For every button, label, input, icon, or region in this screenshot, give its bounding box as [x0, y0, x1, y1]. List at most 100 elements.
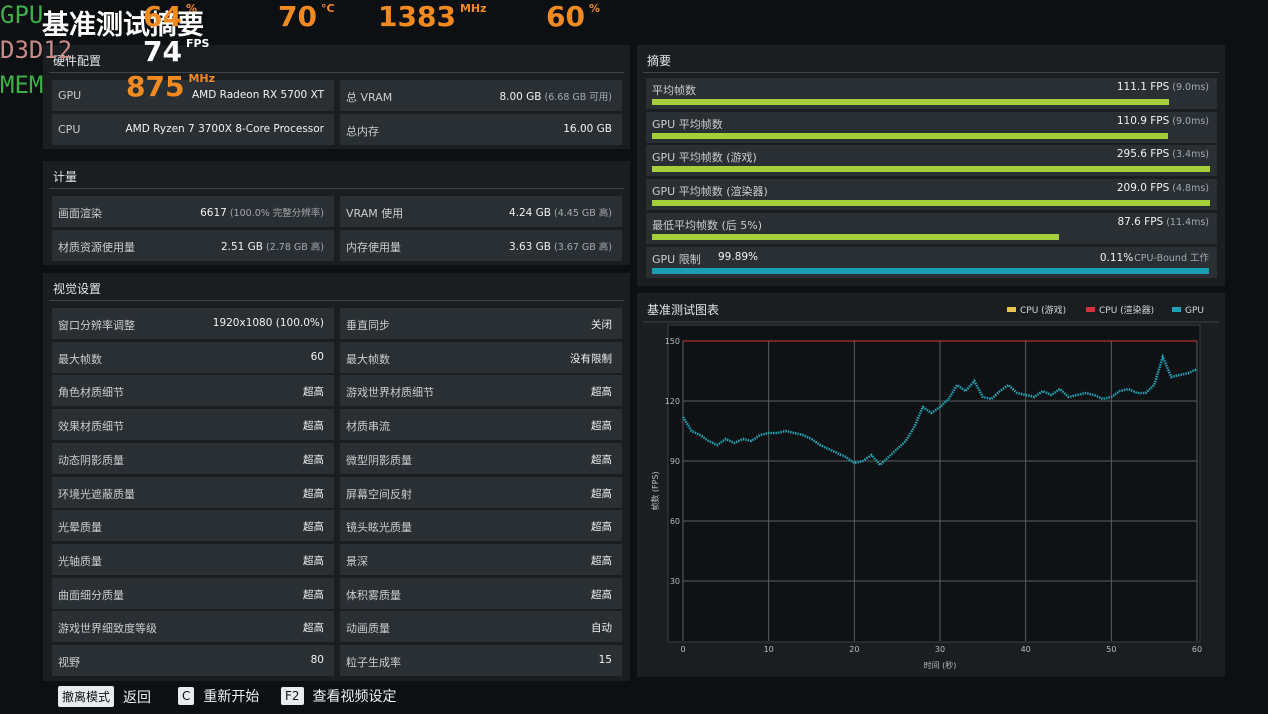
value-text: 超高: [303, 554, 324, 567]
value-text: 87.6 FPS: [1117, 215, 1164, 228]
footer-action[interactable]: 撤离模式 返回: [58, 686, 151, 707]
legend-swatch: [1086, 307, 1095, 312]
value-text: 关闭: [591, 319, 612, 331]
chart: 基准测试图表 30 60 90 120 150 0 10 20 30 40 50 60 时间 (秒) 帧数 …: [643, 302, 1219, 670]
setting-label: 镜头眩光质量: [346, 521, 412, 535]
setting-value: 80: [311, 654, 324, 666]
setting-label: 视野: [58, 656, 80, 669]
setting-label: 曲面细分质量: [58, 588, 124, 602]
setting-row: 环境光遮蔽质量 超高: [52, 476, 334, 508]
osd-item: 875 MHz: [126, 70, 215, 104]
value-note: (9.0ms): [1172, 82, 1209, 93]
y-tick-label: 30: [670, 577, 680, 586]
setting-row: 最大帧数 60: [52, 341, 334, 373]
osd-label: D3D12: [0, 36, 73, 64]
osd-value: 70: [278, 0, 317, 33]
osd-item: 74 FPS: [143, 35, 209, 69]
x-tick-label: 60: [1192, 645, 1202, 654]
setting-row: 曲面细分质量 超高: [52, 577, 334, 609]
osd-item: 64%: [143, 0, 197, 34]
value-note: CPU-Bound 工作: [1134, 252, 1209, 264]
key-badge: C: [178, 687, 195, 705]
value-text: 8.00 GB: [499, 91, 542, 103]
cpu-bound: 0.11% CPU-Bound 工作: [1100, 250, 1209, 264]
value-text: 超高: [303, 521, 324, 534]
summary-value: 111.1 FPS (9.0ms): [1117, 81, 1209, 93]
setting-value: 超高: [303, 384, 324, 399]
setting-row: 总内存 16.00 GB: [340, 113, 622, 145]
value-text: 110.9 FPS: [1116, 114, 1170, 127]
setting-row: VRAM 使用 4.24 GB (4.45 GB 高): [340, 196, 622, 227]
setting-label: 游戏世界材质细节: [346, 386, 434, 400]
setting-value: 超高: [303, 486, 324, 501]
footer-action[interactable]: F2 查看视频设定: [281, 686, 397, 706]
setting-label: 角色材质细节: [58, 386, 124, 400]
panel-title: 视觉设置: [53, 282, 102, 296]
value-text: 6617: [200, 207, 227, 219]
setting-value: 自动: [591, 620, 612, 635]
setting-row: 屏幕空间反射 超高: [340, 476, 622, 508]
value-text: 超高: [303, 386, 324, 399]
setting-label: 材质资源使用量: [58, 240, 135, 254]
chart-panel: 基准测试图表 30 60 90 120 150 0 10 20 30 40 50 60 时间 (秒) 帧数 …: [637, 293, 1225, 677]
value-text: 没有限制: [570, 352, 612, 365]
setting-row: 镜头眩光质量 超高: [340, 510, 622, 542]
series-line: [681, 353, 1198, 467]
value-note: (100.0% 完整分辨率): [229, 208, 324, 219]
setting-value: 1920x1080 (100.0%): [213, 317, 324, 329]
setting-label: 光晕质量: [58, 521, 102, 535]
setting-label: 屏幕空间反射: [346, 487, 412, 501]
setting-row: CPU AMD Ryzen 7 3700X 8-Core Processor: [52, 113, 334, 145]
x-tick-label: 10: [764, 645, 774, 654]
value-text: 超高: [591, 386, 612, 399]
summary-row: 最低平均帧数 (后 5%) 87.6 FPS (11.4ms): [646, 212, 1217, 244]
value-note: (4.45 GB 高): [554, 208, 612, 219]
key-action: 查看视频设定: [312, 689, 397, 705]
setting-row: 光晕质量 超高: [52, 510, 334, 542]
bar-track: [652, 200, 1210, 207]
osd-unit: °C: [320, 2, 335, 15]
setting-value: 超高: [303, 553, 324, 568]
setting-value: 超高: [591, 384, 612, 399]
value-text: 2.51 GB: [220, 240, 264, 253]
footer-action[interactable]: C 重新开始: [178, 686, 259, 706]
osd-value: 60: [546, 0, 585, 33]
osd-value: 64: [143, 0, 182, 33]
summary-row: GPU 平均帧数 110.9 FPS (9.0ms): [646, 111, 1217, 143]
value-text: 超高: [303, 487, 324, 500]
setting-label: 总 VRAM: [346, 91, 393, 104]
osd-item: 70 °C: [278, 0, 335, 34]
summary-row: 平均帧数 111.1 FPS (9.0ms): [646, 78, 1217, 109]
key-action: 返回: [123, 689, 152, 706]
setting-value: 没有限制: [570, 351, 612, 366]
x-tick-label: 50: [1106, 645, 1116, 654]
setting-label: 窗口分辨率调整: [58, 319, 135, 332]
setting-row: 窗口分辨率调整 1920x1080 (100.0%): [52, 308, 334, 339]
setting-row: 体积雾质量 超高: [340, 577, 622, 609]
panel-title: 计量: [53, 170, 78, 184]
setting-value: 16.00 GB: [563, 123, 612, 135]
value-text: AMD Radeon RX 5700 XT: [191, 89, 324, 101]
osd-value: 875: [126, 70, 185, 103]
osd-label: MEM: [0, 71, 44, 99]
setting-value: 超高: [591, 553, 612, 568]
setting-value: 超高: [303, 519, 324, 534]
panel: 计量 画面渲染 6617 (100.0% 完整分辨率) VRAM 使用 4.24 GB (4…: [43, 161, 630, 266]
value-text: 超高: [591, 554, 612, 567]
key-badge: F2: [281, 687, 304, 705]
summary-bar: [652, 267, 1210, 274]
summary-value: 110.9 FPS (9.0ms): [1117, 115, 1209, 127]
setting-label: 垂直同步: [346, 319, 390, 332]
setting-value: 超高: [303, 418, 324, 433]
osd-unit: %: [185, 2, 197, 15]
setting-row: 最大帧数 没有限制: [340, 341, 622, 373]
panel-title: 摘要: [647, 54, 672, 68]
osd-item: 60%: [546, 0, 600, 34]
setting-value: 超高: [591, 587, 612, 602]
osd-unit: MHz: [188, 72, 216, 85]
key-badge: 撤离模式: [58, 686, 115, 707]
summary-label: 最低平均帧数 (后 5%): [652, 218, 763, 232]
value-note: (2.78 GB 高): [266, 241, 324, 253]
bar-track: [652, 99, 1210, 105]
value-text: 超高: [591, 487, 612, 500]
